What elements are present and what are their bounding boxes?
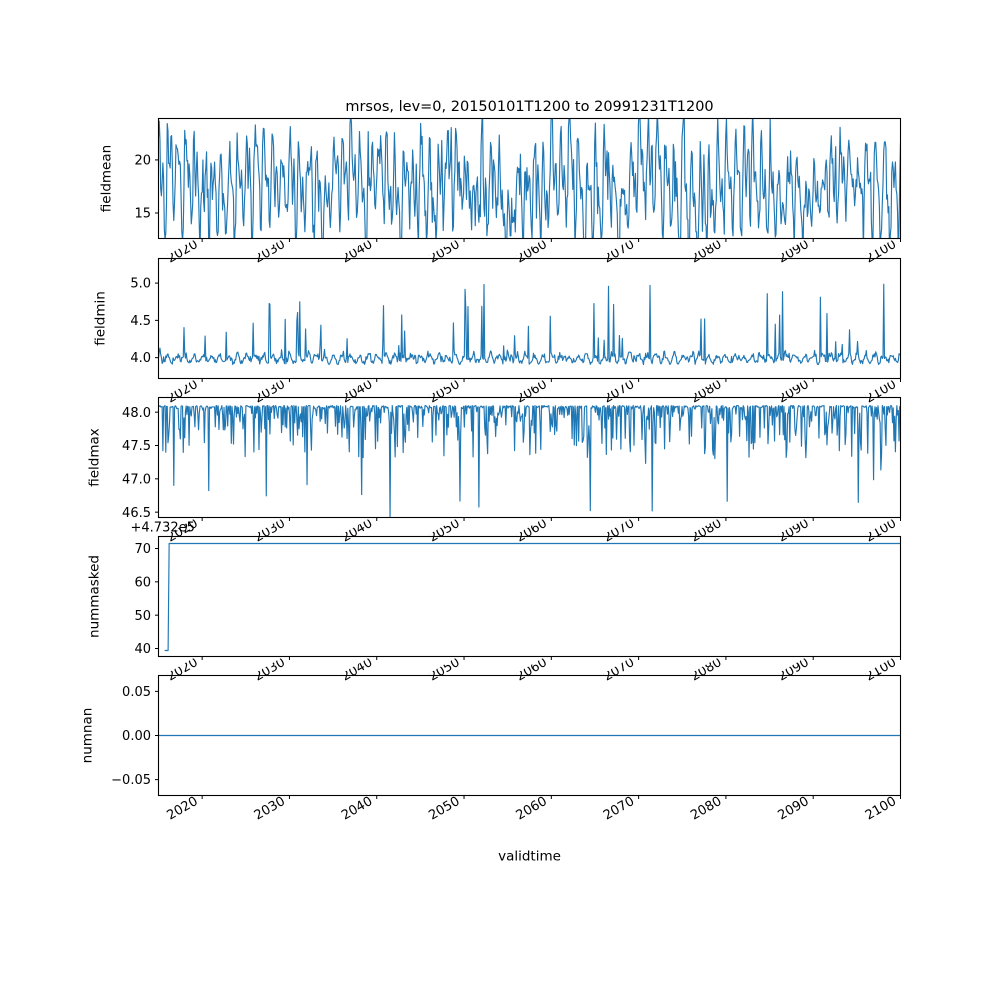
ylabel-fieldmin: fieldmin [93,291,109,346]
ytick-label-fieldmin-0: 4.0 [130,351,151,366]
xtick-label-fieldmax-8: 2100 [863,516,899,546]
xtick-label-nummasked-3: 2050 [426,655,462,685]
ytick-label-nummasked-2: 60 [134,575,151,590]
xtick-label-numnan-1: 2030 [252,794,288,824]
xtick-label-nummasked-4: 2060 [514,655,550,685]
xtick-label-fieldmin-1: 2030 [252,377,288,407]
ytick-label-fieldmax-3: 48.0 [122,406,151,421]
axes-frame-nummasked [157,535,902,658]
xtick-label-numnan-6: 2080 [688,794,724,824]
xtick-label-fieldmean-8: 2100 [863,237,899,267]
axes-frame-fieldmax [157,396,902,519]
ytick-label-nummasked-1: 50 [134,609,151,624]
xtick-label-fieldmax-5: 2070 [601,516,637,546]
xtick-label-fieldmin-0: 2020 [164,377,200,407]
xtick-label-fieldmean-4: 2060 [514,237,550,267]
xtick-label-fieldmax-2: 2040 [339,516,375,546]
xtick-label-numnan-8: 2100 [863,794,899,824]
ytick-label-fieldmax-0: 46.5 [122,506,151,521]
xtick-label-fieldmin-3: 2050 [426,377,462,407]
axes-frame-fieldmin [157,257,902,380]
xtick-label-fieldmean-3: 2050 [426,237,462,267]
xtick-label-fieldmax-7: 2090 [776,516,812,546]
xtick-label-nummasked-1: 2030 [252,655,288,685]
figure-title: mrsos, lev=0, 20150101T1200 to 20991231T… [345,99,713,115]
series-line-fieldmean [158,118,901,239]
xtick-label-numnan-4: 2060 [514,794,550,824]
xtick-label-numnan-3: 2050 [426,794,462,824]
subplot-nummasked: 40 50 60 70 nummasked +4.732e5 2020 2030 2040 205… [87,521,902,685]
ytick-label-fieldmean-1: 20 [134,154,151,169]
xtick-label-nummasked-8: 2100 [863,655,899,685]
xtick-label-numnan-7: 2090 [776,794,812,824]
axes-frame-fieldmean [157,117,902,240]
xtick-label-fieldmax-1: 2030 [252,516,288,546]
xtick-label-numnan-2: 2040 [339,794,375,824]
xtick-label-fieldmin-6: 2080 [688,377,724,407]
ytick-label-fieldmax-1: 47.0 [122,472,151,487]
xtick-label-fieldmin-4: 2060 [514,377,550,407]
ytick-label-nummasked-3: 70 [134,542,151,557]
ytick-label-numnan-0: −0.05 [111,773,151,788]
xtick-label-fieldmin-8: 2100 [863,377,899,407]
xtick-label-fieldmean-2: 2040 [339,237,375,267]
ytick-label-numnan-2: 0.05 [122,685,151,700]
xtick-label-fieldmax-4: 2060 [514,516,550,546]
ylabel-numnan: numnan [80,708,96,764]
xtick-label-numnan-0: 2020 [164,794,200,824]
xtick-label-fieldmin-7: 2090 [776,377,812,407]
series-line-fieldmin [158,283,901,366]
xtick-label-fieldmean-0: 2020 [164,237,200,267]
ylabel-fieldmax: fieldmax [87,428,103,487]
ytick-label-fieldmax-2: 47.5 [122,439,151,454]
xtick-label-fieldmean-5: 2070 [601,237,637,267]
subplot-numnan: −0.05 0.00 0.05 numnan 2020 2030 2040 2050 2060 2… [80,674,902,865]
ytick-label-fieldmin-1: 4.5 [130,314,151,329]
xtick-label-fieldmean-1: 2030 [252,237,288,267]
ylabel-fieldmean: fieldmean [99,145,115,212]
ytick-label-fieldmin-2: 5.0 [130,277,151,292]
xtick-label-fieldmax-6: 2080 [688,516,724,546]
xtick-label-nummasked-2: 2040 [339,655,375,685]
xtick-label-fieldmean-7: 2090 [776,237,812,267]
ylabel-nummasked: nummasked [87,555,103,638]
ytick-label-numnan-1: 0.00 [122,729,151,744]
xtick-label-nummasked-0: 2020 [164,655,200,685]
xtick-label-fieldmin-5: 2070 [601,377,637,407]
ytick-label-fieldmean-0: 15 [134,207,151,222]
xtick-label-nummasked-5: 2070 [601,655,637,685]
xtick-label-fieldmean-6: 2080 [688,237,724,267]
yaxis-offset-nummasked: +4.732e5 [131,521,195,536]
xtick-label-nummasked-7: 2090 [776,655,812,685]
ytick-label-nummasked-0: 40 [134,642,151,657]
series-line-fieldmax [158,404,901,518]
xlabel-numnan: validtime [498,849,561,865]
xtick-label-fieldmin-2: 2040 [339,377,375,407]
series-line-nummasked [164,542,901,652]
xtick-label-numnan-5: 2070 [601,794,637,824]
xtick-label-fieldmax-3: 2050 [426,516,462,546]
xtick-label-nummasked-6: 2080 [688,655,724,685]
subplot-fieldmean: 15 20 fieldmean 2020 2030 2040 2050 2060 2070 208… [99,117,902,267]
subplot-fieldmin: 4.0 4.5 5.0 fieldmin 2020 2030 2040 2050 2060 207… [93,257,902,407]
